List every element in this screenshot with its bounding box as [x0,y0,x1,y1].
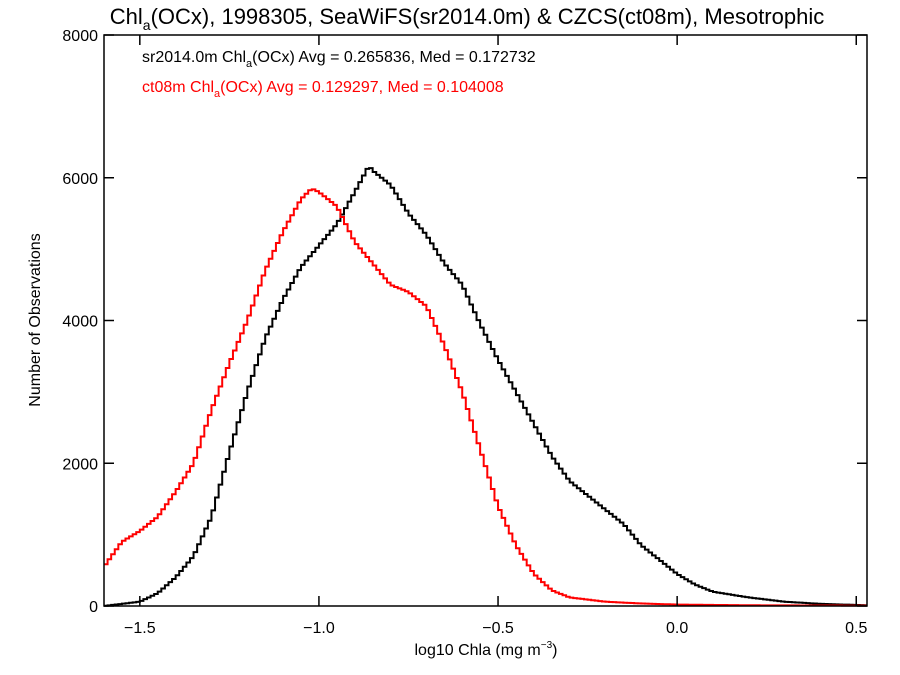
chart-title-suffix: (OCx), 1998305, SeaWiFS(sr2014.0m) & CZC… [151,4,825,29]
legend-sr2014-prefix: sr2014.0m Chl [142,49,246,66]
x-tick-label: 0.5 [845,620,867,637]
legend-ct08m-subscript: a [214,88,221,100]
x-tick-label: −1.0 [303,620,335,637]
plot-frame [103,34,868,607]
x-tick-label: −1.5 [124,620,156,637]
y-tick-label: 4000 [62,314,98,331]
legend-sr2014-suffix: (OCx) Avg = 0.265836, Med = 0.172732 [252,49,536,66]
legend-ct08m-suffix: (OCx) Avg = 0.129297, Med = 0.104008 [220,79,504,96]
legend-ct08m-prefix: ct08m Chl [142,79,214,96]
y-axis: 0 2000 4000 6000 8000 [62,28,867,616]
y-tick-label: 6000 [62,171,98,188]
x-tick-label: −0.5 [482,620,514,637]
chart-title-prefix: Chl [110,4,143,29]
legend-entry-sr2014: sr2014.0m Chla(OCx) Avg = 0.265836, Med … [142,49,536,70]
series-line-ct08m [104,188,867,607]
x-axis: −1.5 −1.0 −0.5 0.0 0.5 [124,35,867,637]
x-axis-label-end: ) [552,642,557,659]
chart-title-subscript: a [143,17,151,33]
x-tick-label: 0.0 [666,620,688,637]
x-axis-label-superscript: −3 [541,640,553,651]
x-axis-label: log10 Chla (mg m−3) [414,640,557,659]
series-line-sr20140m [104,167,867,607]
legend-sr2014-subscript: a [246,58,253,70]
series-layer [104,167,867,607]
y-tick-label: 8000 [62,28,98,45]
x-axis-label-main: log10 Chla (mg m [414,642,540,659]
y-axis-label: Number of Observations [27,233,44,406]
legend-entry-ct08m: ct08m Chla(OCx) Avg = 0.129297, Med = 0.… [142,79,504,100]
chart-title: Chla(OCx), 1998305, SeaWiFS(sr2014.0m) &… [110,4,824,33]
y-tick-label: 2000 [62,456,98,473]
y-tick-label: 0 [89,599,98,616]
